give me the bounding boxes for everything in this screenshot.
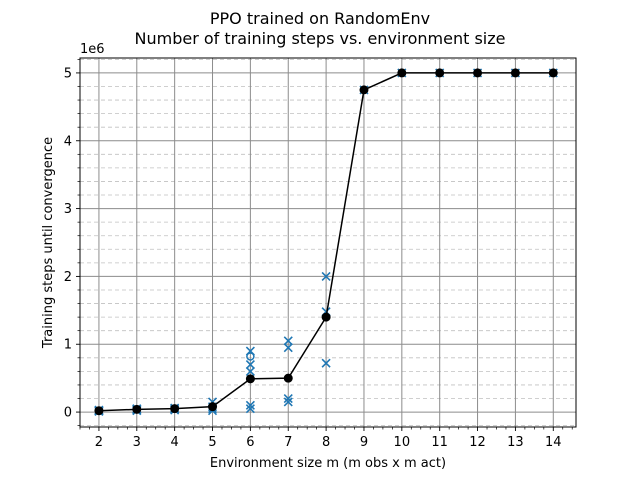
scatter-point-x [245,366,255,376]
median-point [321,312,331,322]
median-point [283,373,293,383]
scatter-point-x [245,404,255,414]
scatter-point-x [245,400,255,410]
median-point [245,374,255,384]
median-point [94,406,104,416]
y-tick-label: 5 [64,66,72,81]
grid-minor [80,58,576,427]
median-point [548,68,558,78]
median-point [397,68,407,78]
median-point [473,68,483,78]
scatter-point-x [283,343,293,353]
scatter-point-open [246,352,255,361]
median-point [170,404,180,414]
x-tick-label: 4 [171,435,179,450]
median-point [208,402,218,412]
x-tick-label: 5 [208,435,216,450]
scatter-point-x [283,336,293,346]
scatter-point-x [245,360,255,370]
data-marks [94,68,558,416]
scatter-point-x [321,358,331,368]
y-tick-label: 2 [64,270,72,285]
median-point [510,68,520,78]
x-tick-label: 10 [394,435,411,450]
y-tick-label: 1 [64,338,72,353]
x-tick-label: 14 [545,435,562,450]
plot-frame [79,57,577,428]
median-point [435,68,445,78]
x-tick-label: 7 [284,435,292,450]
scatter-point-x [283,397,293,407]
x-tick-label: 2 [95,435,103,450]
scatter-point-x [283,393,293,404]
x-tick-label: 3 [133,435,141,450]
y-axis-label: Training steps until convergence [41,137,56,349]
x-tick-label: 8 [322,435,330,450]
chart-title: PPO trained on RandomEnv [210,9,430,28]
x-tick-label: 11 [431,435,448,450]
median-point [132,404,142,414]
x-tick-label: 12 [469,435,486,450]
x-tick-label: 13 [507,435,524,450]
y-tick-label: 0 [64,406,72,421]
y-offset-label: 1e6 [80,42,105,57]
x-tick-label: 9 [360,435,368,450]
y-tick-label: 3 [64,202,72,217]
x-tick-label: 6 [246,435,254,450]
median-point [359,85,369,95]
scatter-point-x [321,271,331,281]
y-tick-label: 4 [64,134,72,149]
chart-subtitle: Number of training steps vs. environment… [135,29,506,48]
x-axis-label: Environment size m (m obs x m act) [210,456,446,471]
